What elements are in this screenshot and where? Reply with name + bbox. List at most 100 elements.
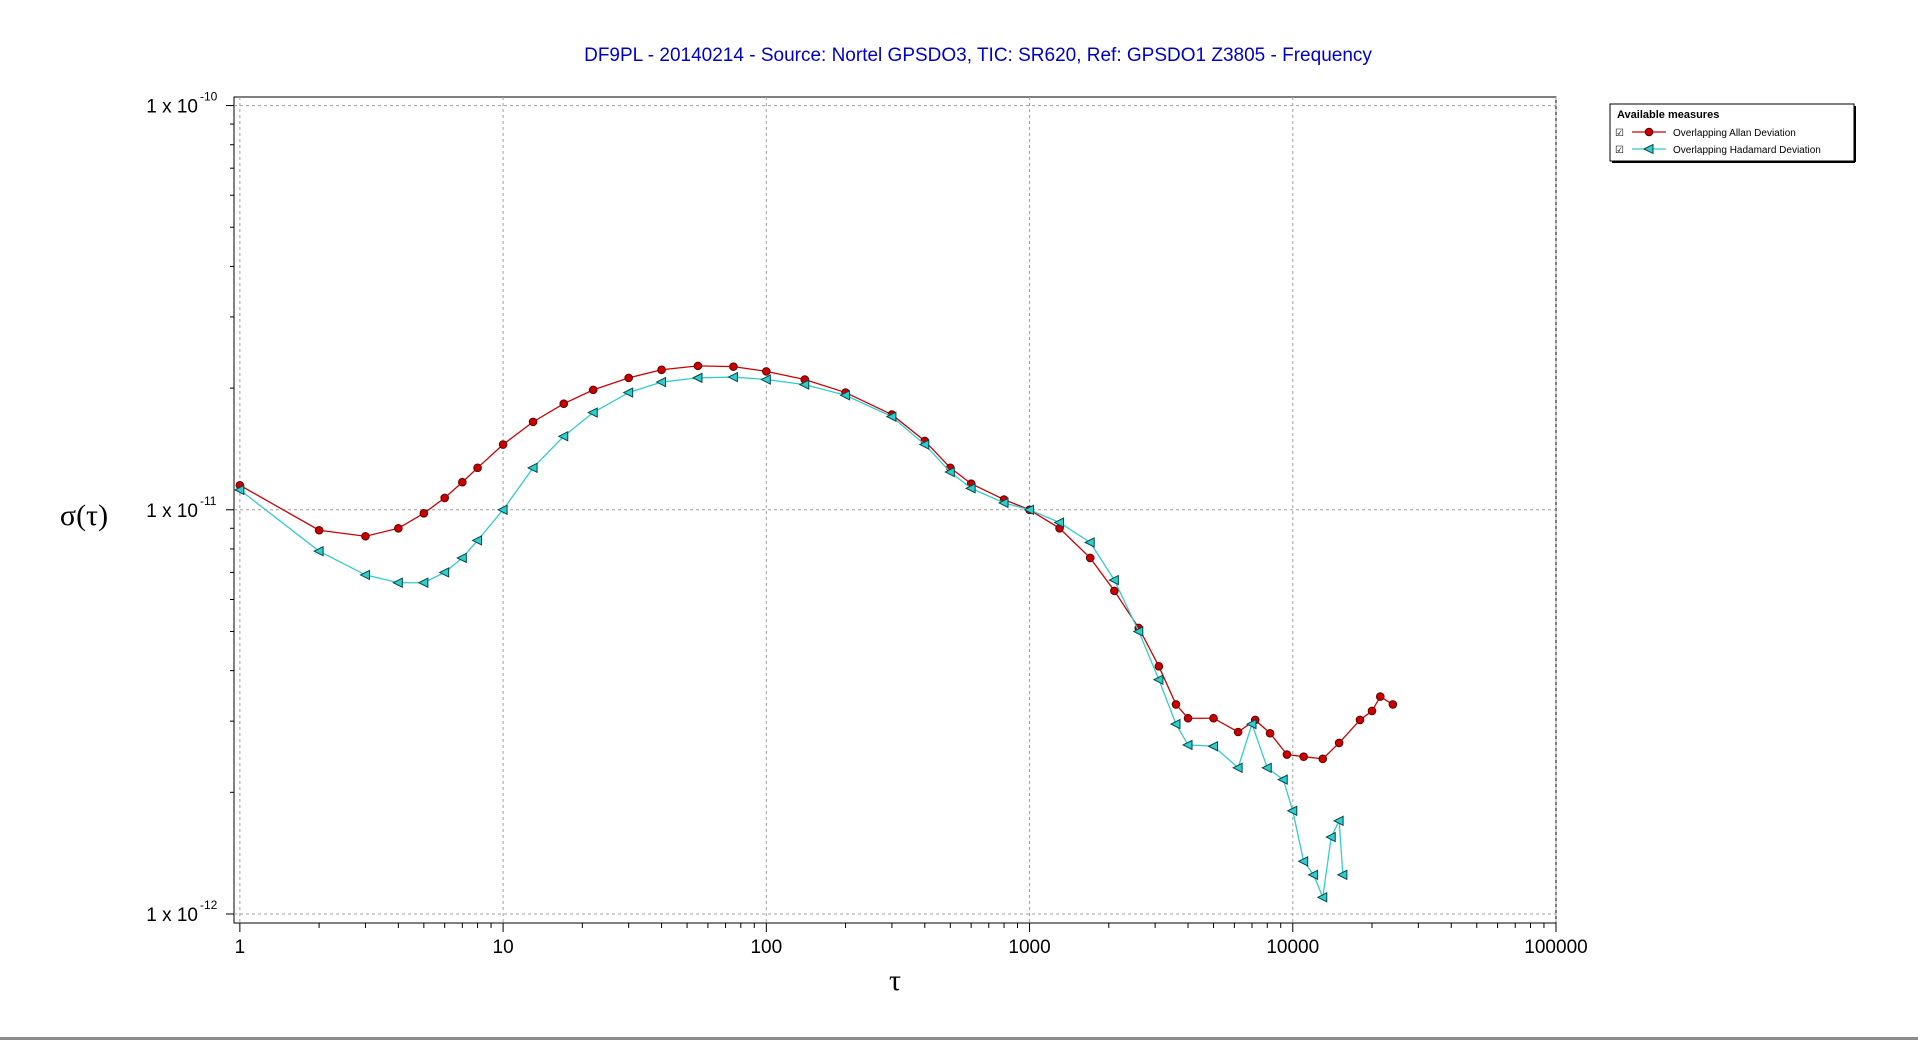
allan-point: [588, 385, 598, 395]
hadamard-point: [798, 379, 810, 390]
series-allan-deviation: [235, 361, 1398, 764]
allan-point: [1265, 728, 1275, 738]
hadamard-point: [1169, 718, 1181, 730]
series-layer: [233, 361, 1398, 903]
hadamard-point: [1642, 143, 1654, 155]
allan-point: [657, 365, 666, 375]
hadamard-point: [622, 387, 634, 398]
allan-point: [1154, 661, 1164, 671]
allan-point: [693, 361, 703, 371]
hadamard-point: [1307, 869, 1319, 881]
y-tick-exponent: -11: [200, 494, 217, 508]
hadamard-point: [1181, 739, 1193, 751]
hadamard-point: [727, 371, 738, 383]
hadamard-point: [312, 545, 324, 557]
hadamard-point: [1286, 805, 1298, 817]
allan-point: [419, 509, 429, 518]
allan-point: [1367, 706, 1377, 716]
allan-point: [1085, 553, 1095, 563]
x-tick-label: 10000: [1266, 937, 1319, 958]
x-axis-label: τ: [889, 964, 901, 997]
allan-point: [762, 367, 771, 376]
hadamard-point: [392, 577, 403, 589]
hadamard-point: [1132, 626, 1144, 637]
chart-title: DF9PL - 20140214 - Source: Nortel GPSDO3…: [584, 45, 1372, 66]
hadamard-point: [1053, 517, 1065, 528]
allan-point: [1334, 738, 1344, 748]
hadamard-point: [233, 484, 245, 496]
x-tick-label: 100: [750, 937, 782, 958]
hadamard-point: [1333, 815, 1344, 827]
hadamard-point: [691, 372, 703, 384]
hadamard-point: [965, 483, 976, 494]
series-hadamard-deviation: [233, 371, 1348, 903]
y-axis-ticks: 1 x 10 -101 x 10 -111 x 10 -12: [146, 90, 234, 926]
hadamard-point: [918, 439, 930, 450]
y-tick-exponent: -12: [200, 898, 218, 912]
gridlines: [234, 97, 1557, 923]
hadamard-point: [1152, 674, 1164, 685]
allan-point: [624, 373, 633, 383]
allan-point: [394, 523, 403, 533]
y-axis-label: σ(τ): [60, 499, 108, 532]
hadamard-point: [471, 535, 483, 546]
x-tick-label: 10: [493, 937, 514, 958]
x-tick-label: 1: [235, 937, 246, 958]
hadamard-point: [760, 374, 771, 385]
y-tick-label: 1 x 10: [146, 501, 198, 522]
hadamard-point: [1232, 762, 1243, 774]
hadamard-point: [839, 389, 851, 401]
y-tick-exponent: -10: [200, 90, 218, 104]
hadamard-point: [587, 407, 598, 418]
window-bottom-border: [0, 1037, 1918, 1040]
allan-point: [1355, 715, 1365, 725]
allan-point: [1388, 700, 1398, 709]
allan-point: [314, 525, 324, 535]
hadamard-point: [557, 430, 569, 442]
allan-point: [1644, 127, 1654, 137]
allan-point: [361, 531, 370, 541]
hadamard-point: [417, 577, 429, 589]
legend-checkbox: ☑: [1615, 145, 1624, 156]
allan-point: [559, 399, 569, 408]
allan-point: [1299, 752, 1308, 761]
allan-point: [440, 493, 449, 503]
legend-title: Available measures: [1617, 109, 1719, 121]
allan-point: [498, 440, 508, 449]
hadamard-point: [885, 411, 897, 422]
x-tick-label: 1000: [1008, 937, 1050, 958]
allan-point: [1318, 754, 1328, 764]
hadamard-point: [456, 552, 467, 564]
hadamard-point: [496, 504, 508, 516]
hadamard-point: [997, 497, 1009, 509]
y-tick-label: 1 x 10: [146, 97, 198, 118]
hadamard-point: [1108, 574, 1119, 586]
hadamard-point: [655, 376, 667, 388]
y-tick-label: 1 x 10: [146, 905, 198, 926]
hadamard-point: [526, 462, 538, 474]
hadamard-point: [944, 466, 955, 478]
allan-point: [1233, 727, 1243, 737]
x-tick-label: 100000: [1524, 937, 1587, 958]
allan-point: [528, 417, 538, 427]
hadamard-point: [1207, 740, 1219, 752]
allan-point: [473, 463, 482, 473]
allan-point: [1183, 713, 1193, 723]
legend-items: ☑ Overlapping Allan Deviation ☑ Overlapping…: [1615, 127, 1821, 156]
hadamard-point: [1316, 891, 1328, 903]
legend-checkbox: ☑: [1615, 128, 1624, 139]
allan-point: [1110, 586, 1119, 596]
allan-point: [1282, 750, 1292, 759]
hadamard-point: [1084, 537, 1095, 548]
allan-point: [1209, 713, 1218, 723]
hadamard-point: [1245, 718, 1257, 730]
hadamard-point: [1336, 869, 1348, 881]
hadamard-point: [1277, 774, 1288, 785]
allan-point: [1171, 700, 1181, 709]
allan-point: [458, 477, 467, 487]
legend-entry-label: Overlapping Allan Deviation: [1673, 128, 1796, 139]
hadamard-point: [438, 567, 450, 578]
hadamard-point: [1297, 856, 1309, 867]
legend: Available measures ☑ Overlapping Allan De…: [1609, 103, 1856, 163]
